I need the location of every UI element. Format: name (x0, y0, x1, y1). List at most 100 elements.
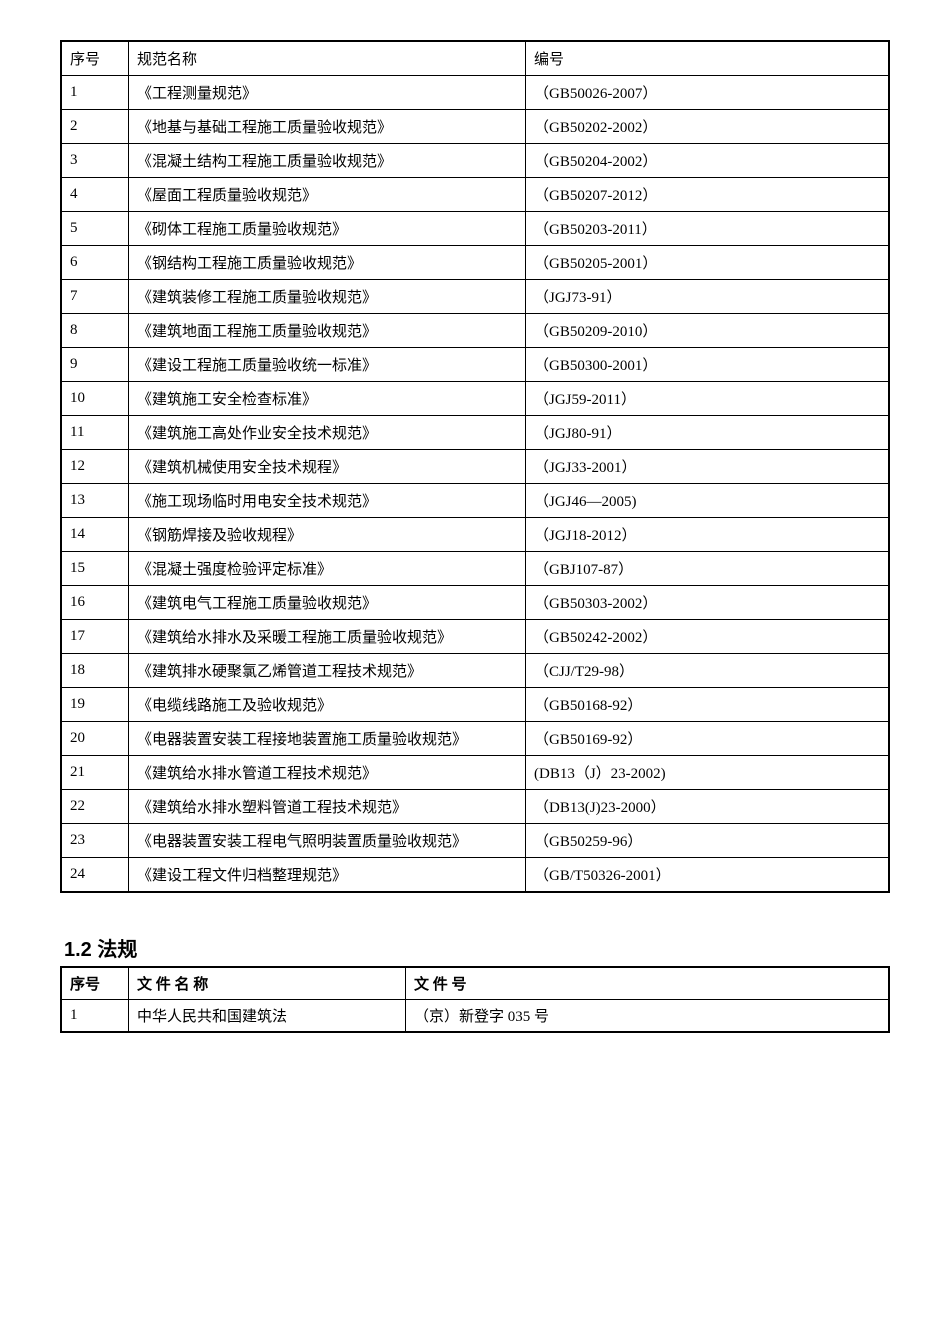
table-row: 1中华人民共和国建筑法（京）新登字 035 号 (61, 1000, 889, 1033)
cell-name: 《混凝土结构工程施工质量验收规范》 (129, 144, 526, 178)
table-row: 11《建筑施工高处作业安全技术规范》（JGJ80-91） (61, 416, 889, 450)
cell-code: （GB50168-92） (526, 688, 890, 722)
table-row: 24《建设工程文件归档整理规范》（GB/T50326-2001） (61, 858, 889, 893)
cell-code: （GB50259-96） (526, 824, 890, 858)
cell-name: 《建筑给水排水及采暖工程施工质量验收规范》 (129, 620, 526, 654)
reg-header-name: 文 件 名 称 (129, 967, 406, 1000)
cell-code: （GB50203-2011） (526, 212, 890, 246)
cell-seq: 12 (61, 450, 129, 484)
cell-name: 《钢结构工程施工质量验收规范》 (129, 246, 526, 280)
regulation-table: 序号 文 件 名 称 文 件 号 1中华人民共和国建筑法（京）新登字 035 号 (60, 966, 890, 1033)
cell-name: 《建筑施工高处作业安全技术规范》 (129, 416, 526, 450)
cell-code: （GB50209-2010） (526, 314, 890, 348)
cell-code: （GB50207-2012） (526, 178, 890, 212)
table-row: 8《建筑地面工程施工质量验收规范》（GB50209-2010） (61, 314, 889, 348)
cell-name: 《建筑机械使用安全技术规程》 (129, 450, 526, 484)
cell-name: 《施工现场临时用电安全技术规范》 (129, 484, 526, 518)
cell-seq: 18 (61, 654, 129, 688)
cell-name: 中华人民共和国建筑法 (129, 1000, 406, 1033)
table-row: 13《施工现场临时用电安全技术规范》（JGJ46—2005) (61, 484, 889, 518)
table-row: 15《混凝土强度检验评定标准》（GBJ107-87） (61, 552, 889, 586)
table-row: 2《地基与基础工程施工质量验收规范》（GB50202-2002） (61, 110, 889, 144)
cell-name: 《建筑地面工程施工质量验收规范》 (129, 314, 526, 348)
cell-code: （JGJ46—2005) (526, 484, 890, 518)
cell-seq: 1 (61, 1000, 129, 1033)
cell-code: （JGJ73-91） (526, 280, 890, 314)
cell-name: 《建筑给水排水管道工程技术规范》 (129, 756, 526, 790)
cell-seq: 7 (61, 280, 129, 314)
table-row: 5《砌体工程施工质量验收规范》（GB50203-2011） (61, 212, 889, 246)
header-code: 编号 (526, 41, 890, 76)
table-row: 17《建筑给水排水及采暖工程施工质量验收规范》（GB50242-2002） (61, 620, 889, 654)
cell-seq: 10 (61, 382, 129, 416)
table-row: 23《电器装置安装工程电气照明装置质量验收规范》（GB50259-96） (61, 824, 889, 858)
cell-code: （GB50026-2007） (526, 76, 890, 110)
table-row: 4《屋面工程质量验收规范》（GB50207-2012） (61, 178, 889, 212)
table-row: 16《建筑电气工程施工质量验收规范》（GB50303-2002） (61, 586, 889, 620)
cell-seq: 11 (61, 416, 129, 450)
table-row: 19《电缆线路施工及验收规范》（GB50168-92） (61, 688, 889, 722)
cell-code: （GB50242-2002） (526, 620, 890, 654)
header-seq: 序号 (61, 41, 129, 76)
cell-code: （JGJ33-2001） (526, 450, 890, 484)
table-row: 6《钢结构工程施工质量验收规范》（GB50205-2001） (61, 246, 889, 280)
table-row: 7《建筑装修工程施工质量验收规范》（JGJ73-91） (61, 280, 889, 314)
cell-name: 《砌体工程施工质量验收规范》 (129, 212, 526, 246)
cell-name: 《建筑施工安全检查标准》 (129, 382, 526, 416)
cell-seq: 2 (61, 110, 129, 144)
table-row: 21《建筑给水排水管道工程技术规范》(DB13（J）23-2002) (61, 756, 889, 790)
cell-seq: 3 (61, 144, 129, 178)
cell-seq: 9 (61, 348, 129, 382)
cell-code: （JGJ18-2012） (526, 518, 890, 552)
reg-header-seq: 序号 (61, 967, 129, 1000)
cell-code: （JGJ59-2011） (526, 382, 890, 416)
cell-code: （GB50169-92） (526, 722, 890, 756)
cell-seq: 22 (61, 790, 129, 824)
cell-name: 《电器装置安装工程接地装置施工质量验收规范》 (129, 722, 526, 756)
standards-table: 序号 规范名称 编号 1《工程测量规范》（GB50026-2007）2《地基与基… (60, 40, 890, 893)
cell-code: （GBJ107-87） (526, 552, 890, 586)
cell-name: 《工程测量规范》 (129, 76, 526, 110)
cell-code: （GB50204-2002） (526, 144, 890, 178)
cell-name: 《建设工程文件归档整理规范》 (129, 858, 526, 893)
cell-name: 《混凝土强度检验评定标准》 (129, 552, 526, 586)
cell-code: （GB50205-2001） (526, 246, 890, 280)
cell-name: 《屋面工程质量验收规范》 (129, 178, 526, 212)
table-row: 20《电器装置安装工程接地装置施工质量验收规范》（GB50169-92） (61, 722, 889, 756)
cell-seq: 24 (61, 858, 129, 893)
cell-name: 《建筑电气工程施工质量验收规范》 (129, 586, 526, 620)
cell-code: （GB50303-2002） (526, 586, 890, 620)
cell-seq: 14 (61, 518, 129, 552)
cell-code: （DB13(J)23-2000） (526, 790, 890, 824)
cell-seq: 16 (61, 586, 129, 620)
cell-name: 《钢筋焊接及验收规程》 (129, 518, 526, 552)
table-header-row: 序号 规范名称 编号 (61, 41, 889, 76)
cell-seq: 13 (61, 484, 129, 518)
cell-code: （CJJ/T29-98） (526, 654, 890, 688)
cell-code: (DB13（J）23-2002) (526, 756, 890, 790)
table-row: 1《工程测量规范》（GB50026-2007） (61, 76, 889, 110)
cell-code: （GB50202-2002） (526, 110, 890, 144)
cell-name: 《电缆线路施工及验收规范》 (129, 688, 526, 722)
table-row: 3《混凝土结构工程施工质量验收规范》（GB50204-2002） (61, 144, 889, 178)
cell-seq: 4 (61, 178, 129, 212)
cell-seq: 17 (61, 620, 129, 654)
table-row: 18《建筑排水硬聚氯乙烯管道工程技术规范》（CJJ/T29-98） (61, 654, 889, 688)
cell-name: 《电器装置安装工程电气照明装置质量验收规范》 (129, 824, 526, 858)
table-row: 14《钢筋焊接及验收规程》（JGJ18-2012） (61, 518, 889, 552)
cell-code: （JGJ80-91） (526, 416, 890, 450)
header-name: 规范名称 (129, 41, 526, 76)
cell-name: 《建筑排水硬聚氯乙烯管道工程技术规范》 (129, 654, 526, 688)
cell-seq: 5 (61, 212, 129, 246)
table-row: 22《建筑给水排水塑料管道工程技术规范》（DB13(J)23-2000） (61, 790, 889, 824)
table-row: 10《建筑施工安全检查标准》（JGJ59-2011） (61, 382, 889, 416)
cell-seq: 21 (61, 756, 129, 790)
cell-name: 《建筑给水排水塑料管道工程技术规范》 (129, 790, 526, 824)
table-row: 9《建设工程施工质量验收统一标准》（GB50300-2001） (61, 348, 889, 382)
cell-name: 《地基与基础工程施工质量验收规范》 (129, 110, 526, 144)
cell-seq: 8 (61, 314, 129, 348)
cell-code: （GB50300-2001） (526, 348, 890, 382)
cell-code: （GB/T50326-2001） (526, 858, 890, 893)
cell-name: 《建设工程施工质量验收统一标准》 (129, 348, 526, 382)
cell-seq: 19 (61, 688, 129, 722)
